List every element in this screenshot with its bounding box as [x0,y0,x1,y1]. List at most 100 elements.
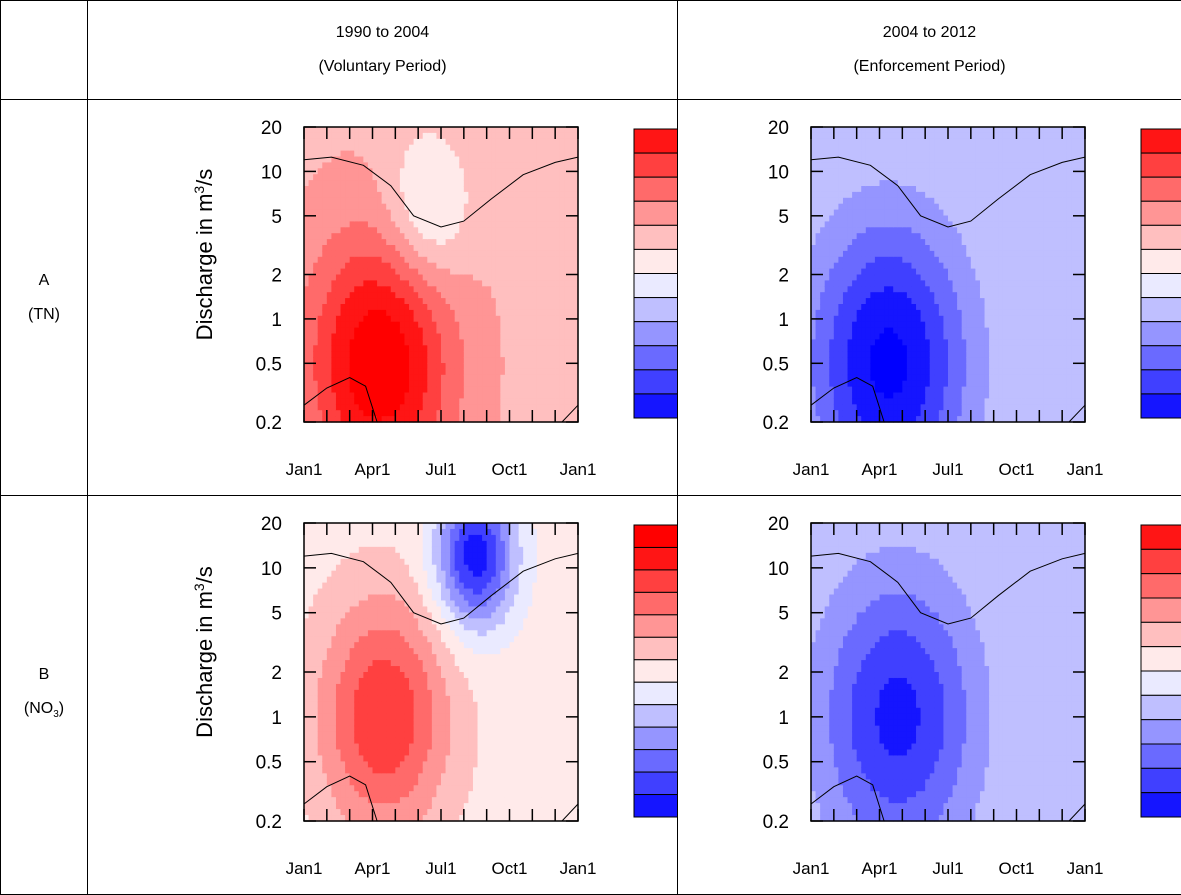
y-tick-label: 0.2 [763,812,789,833]
colorbar-band [634,592,677,614]
colorbar-band [634,225,677,249]
colorbar-band [634,727,677,749]
colorbar-band [634,772,677,794]
x-tick-label: Jan1 [560,859,597,878]
colorbar-band [1141,622,1181,646]
y-tick-label: 0.5 [763,354,789,375]
colorbar-band [1141,322,1181,346]
row-name-tn: (TN) [1,298,87,332]
x-tick-label: Jan1 [793,859,830,878]
colorbar-band [1141,370,1181,394]
panel-b-enforcement: 20105210.50.2Jan1Apr1Jul1Oct1Jan11050-5-… [678,496,1181,895]
row-letter-b: B [1,658,87,692]
x-tick-label: Jan1 [286,460,323,479]
x-tick-label: Jul1 [932,859,963,878]
y-tick-label: 1 [778,310,789,331]
header-voluntary-years: 1990 to 2004 [88,16,677,50]
header-voluntary-period: (Voluntary Period) [88,50,677,84]
x-tick-label: Jan1 [1067,859,1104,878]
header-enforcement: 2004 to 2012 (Enforcement Period) [678,1,1181,100]
colorbar-band [634,153,677,177]
colorbar-band [634,660,677,682]
corner-cell [1,1,88,100]
colorbar-band [1141,153,1181,177]
colorbar-band [1141,720,1181,744]
heatmap-cells [811,523,1086,822]
x-tick-label: Oct1 [492,859,528,878]
colorbar-band [1141,129,1181,153]
colorbar-band [1141,177,1181,201]
colorbar-band [634,274,677,298]
colorbar-band [634,547,677,569]
colorbar-band [634,177,677,201]
x-tick-label: Jan1 [793,460,830,479]
heatmap-panel-1: 20105210.50.2Jan1Apr1Jul1Oct1Jan11050-5-… [678,100,1181,495]
y-tick-label: 10 [261,162,282,183]
panel-a-enforcement: 20105210.50.2Jan1Apr1Jul1Oct1Jan11050-5-… [678,100,1181,496]
row-label-a: A (TN) [1,100,88,496]
colorbar-band [1141,647,1181,671]
colorbar-band [634,129,677,153]
y-axis-label: Discharge in m3/s [191,169,217,341]
y-axis-label: Discharge in m3/s [191,566,217,738]
y-tick-label: 2 [778,663,789,684]
colorbar-band [634,322,677,346]
x-tick-label: Jan1 [1067,460,1104,479]
x-tick-label: Jul1 [932,460,963,479]
row-name-no3: (NO3) [1,692,87,732]
colorbar-band [1141,298,1181,322]
x-tick-label: Jan1 [286,859,323,878]
colorbar-band [634,346,677,370]
y-tick-label: 10 [768,162,789,183]
y-tick-label: 20 [768,118,789,139]
x-tick-label: Apr1 [355,460,391,479]
y-tick-label: 0.2 [763,413,789,434]
x-tick-label: Jul1 [425,859,456,878]
y-tick-label: 10 [261,559,282,580]
colorbar-band [1141,671,1181,695]
colorbar-band [634,750,677,772]
y-tick-label: 0.2 [256,413,282,434]
y-tick-label: 0.5 [256,354,282,375]
colorbar-band [634,298,677,322]
x-tick-label: Apr1 [355,859,391,878]
y-tick-label: 2 [271,663,282,684]
colorbar-band [1141,549,1181,573]
y-tick-label: 20 [261,514,282,535]
colorbar-band [1141,695,1181,719]
colorbar-band [1141,225,1181,249]
x-tick-label: Oct1 [492,460,528,479]
heatmap-panel-3: 20105210.50.2Jan1Apr1Jul1Oct1Jan11050-5-… [678,496,1181,894]
colorbar-band [1141,598,1181,622]
y-tick-label: 1 [271,310,282,331]
y-tick-label: 5 [778,604,789,625]
colorbar-band [634,615,677,637]
colorbar-band [634,682,677,704]
colorbar-band [634,637,677,659]
y-tick-label: 0.5 [256,753,282,774]
header-enforcement-period: (Enforcement Period) [678,50,1181,84]
colorbar-band [1141,249,1181,273]
x-tick-label: Jul1 [425,460,456,479]
y-tick-label: 10 [768,559,789,580]
colorbar-band [1141,346,1181,370]
header-enforcement-years: 2004 to 2012 [678,16,1181,50]
colorbar-band [1141,768,1181,792]
y-tick-label: 5 [778,207,789,228]
colorbar-band [634,394,677,418]
colorbar-band [1141,744,1181,768]
row-letter-a: A [1,264,87,298]
heatmap-cells [304,127,579,423]
x-tick-label: Jan1 [560,460,597,479]
x-tick-label: Apr1 [862,460,898,479]
colorbar-band [634,570,677,592]
row-label-b: B (NO3) [1,496,88,895]
y-tick-label: 5 [271,207,282,228]
y-tick-label: 20 [261,118,282,139]
y-tick-label: 0.5 [763,753,789,774]
x-tick-label: Oct1 [999,460,1035,479]
y-tick-label: 20 [768,514,789,535]
